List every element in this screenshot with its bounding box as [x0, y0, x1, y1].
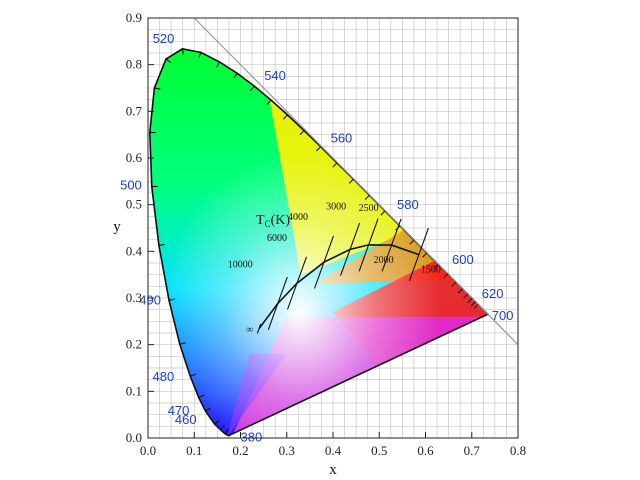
x-tick-label: 0.3 [279, 443, 295, 458]
y-tick-label: 0.2 [126, 337, 142, 352]
x-tick-label: 0.4 [325, 443, 342, 458]
wavelength-tick [422, 252, 428, 258]
axis-ticks [147, 17, 519, 439]
wavelength-tick [470, 301, 476, 307]
isotherm-line [267, 276, 288, 330]
wavelength-label: 470 [168, 403, 190, 418]
y-tick-label: 0.0 [126, 430, 142, 445]
wavelength-tick [282, 114, 288, 120]
y-tick-label: 0.9 [126, 10, 142, 25]
y-tick-label: 0.1 [126, 383, 142, 398]
y-tick-label: 0.8 [126, 57, 142, 72]
isotherm-line [256, 323, 262, 334]
x-tick-label: 0.7 [464, 443, 481, 458]
wavelength-tick [198, 394, 205, 399]
wavelength-tick [181, 48, 185, 55]
y-tick-label: 0.4 [126, 243, 143, 258]
planckian-locus-curve [258, 244, 420, 330]
x-tick-label: 0.1 [186, 443, 202, 458]
wavelength-tick [190, 373, 197, 377]
wavelength-tick [299, 130, 305, 136]
wavelength-label: 380 [241, 430, 263, 445]
y-tick-label: 0.5 [126, 197, 142, 212]
wavelength-label: 480 [152, 369, 174, 384]
y-tick-label: 0.7 [126, 103, 143, 118]
cct-label: 3000 [326, 201, 346, 212]
wavelength-tick [158, 243, 165, 246]
diagonal-reference-line [193, 17, 519, 346]
tc-title: TC(K) [256, 213, 290, 229]
isotherm-line [286, 256, 308, 310]
wavelength-tick [198, 52, 202, 59]
x-tick-label: 0.6 [417, 443, 434, 458]
x-tick-label: 0.5 [371, 443, 387, 458]
cct-label: 2500 [359, 203, 379, 214]
wavelength-label: 620 [482, 286, 504, 301]
isotherm-lines [256, 218, 429, 334]
y-tick-labels: 0.0 0.1 0.2 0.3 0.4 0.5 0.6 0.7 0.8 0.9 [126, 10, 143, 445]
cct-label: 4000 [288, 212, 308, 223]
wavelength-label: 700 [492, 308, 514, 323]
wavelength-tick [233, 72, 238, 79]
wavelength-tick [316, 146, 321, 152]
wavelength-tick [332, 162, 338, 168]
y-tick-label: 0.6 [126, 150, 143, 165]
isotherm-line [408, 228, 429, 282]
wavelength-tick [451, 281, 457, 287]
y-axis-title: y [113, 219, 121, 235]
wavelength-tick [348, 178, 354, 184]
wavelength-tick [179, 342, 186, 345]
x-axis-title: x [329, 462, 337, 478]
wavelength-tick [165, 58, 172, 64]
isotherm-line [313, 235, 335, 289]
y-tick-label: 0.3 [126, 290, 142, 305]
cct-label: 6000 [267, 233, 287, 244]
x-tick-label: 0.0 [140, 443, 156, 458]
isotherm-line [339, 222, 361, 276]
wavelength-label: 540 [264, 68, 286, 83]
isotherm-line [358, 218, 379, 272]
wavelength-tick [467, 297, 473, 303]
isotherm-line [381, 218, 402, 272]
cct-label: 1500 [421, 265, 441, 276]
wavelength-label: 580 [397, 197, 419, 212]
wavelength-tick [409, 239, 415, 245]
wavelength-tick [214, 419, 220, 425]
wavelength-label: 520 [153, 31, 175, 46]
wavelength-label: 490 [139, 292, 161, 307]
cct-label: ∞ [246, 325, 253, 336]
wavelength-tick [463, 293, 469, 299]
wavelength-tick [224, 428, 230, 435]
wavelength-tick [266, 99, 272, 105]
wavelength-label: 460 [175, 412, 197, 427]
wavelength-tick [205, 407, 211, 412]
wavelength-label: 500 [120, 178, 142, 193]
wavelength-tick [380, 210, 386, 216]
x-tick-label: 0.2 [232, 443, 248, 458]
x-tick-label: 0.8 [510, 443, 526, 458]
wavelength-tick [433, 263, 439, 269]
wavelength-tick [364, 194, 370, 200]
wavelength-tick [168, 298, 176, 301]
wavelength-tick [457, 288, 463, 294]
wavelength-label: 600 [452, 252, 474, 267]
wavelength-tick [443, 273, 449, 279]
wavelength-tick [219, 424, 225, 431]
cct-label: 2000 [374, 255, 394, 266]
wavelength-label: 560 [331, 131, 353, 146]
wavelength-tick [216, 61, 220, 68]
x-tick-labels: 0.0 0.1 0.2 0.3 0.4 0.5 0.6 0.7 0.8 [140, 443, 526, 458]
wavelength-tick [250, 85, 255, 92]
cct-label: 10000 [228, 260, 253, 271]
wavelength-tick [154, 87, 161, 90]
wavelength-tick [473, 304, 479, 310]
